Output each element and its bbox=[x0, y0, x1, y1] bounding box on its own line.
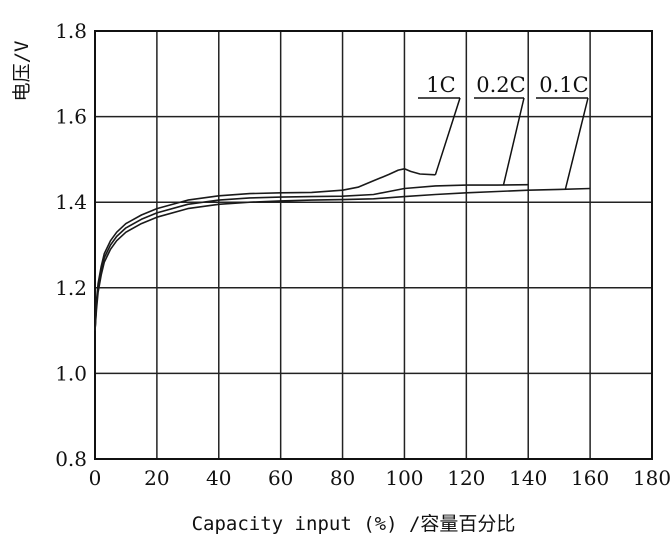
y-tick-label: 1.4 bbox=[55, 190, 87, 214]
x-tick-label: 20 bbox=[144, 466, 169, 490]
y-tick-label: 1.0 bbox=[55, 361, 87, 385]
tick-labels: 0 20 40 60 80 100 120 140 160 180 0.8 1.0 1.2 1.4 1.6 1… bbox=[55, 19, 670, 490]
annotation-label: 0.1C bbox=[539, 73, 588, 97]
plot-frame bbox=[94, 30, 653, 460]
x-tick-label: 160 bbox=[571, 466, 609, 490]
y-tick-label: 1.8 bbox=[55, 19, 87, 43]
annotation-leader bbox=[564, 97, 589, 190]
series-line-1C bbox=[94, 168, 436, 331]
annotation-label: 0.2C bbox=[476, 73, 525, 97]
x-axis-title: Capacity input (%) /容量百分比 bbox=[192, 513, 516, 535]
x-tick-label: 60 bbox=[268, 466, 293, 490]
series-lines bbox=[94, 168, 591, 331]
series-line-0_2C bbox=[94, 183, 529, 331]
x-tick-label: 40 bbox=[206, 466, 231, 490]
series-line-0_1C bbox=[94, 187, 591, 331]
y-axis-title: 电压/V bbox=[11, 41, 33, 102]
x-tick-label: 100 bbox=[385, 466, 423, 490]
y-tick-label: 1.6 bbox=[55, 105, 87, 129]
x-tick-label: 120 bbox=[447, 466, 485, 490]
annotation-leader bbox=[502, 97, 525, 186]
annotation-leader bbox=[434, 97, 461, 176]
x-tick-label: 0 bbox=[89, 466, 102, 490]
y-tick-label: 1.2 bbox=[55, 276, 87, 300]
annotation-label: 1C bbox=[426, 73, 455, 97]
annotations: 1C 0.2C 0.1C bbox=[418, 73, 589, 190]
y-tick-label: 0.8 bbox=[55, 447, 87, 471]
x-tick-label: 80 bbox=[330, 466, 355, 490]
x-tick-label: 180 bbox=[633, 466, 670, 490]
x-tick-label: 140 bbox=[509, 466, 547, 490]
annotation-1C: 1C bbox=[418, 73, 461, 176]
annotation-0_1C: 0.1C bbox=[536, 73, 589, 190]
annotation-0_2C: 0.2C bbox=[474, 73, 526, 186]
